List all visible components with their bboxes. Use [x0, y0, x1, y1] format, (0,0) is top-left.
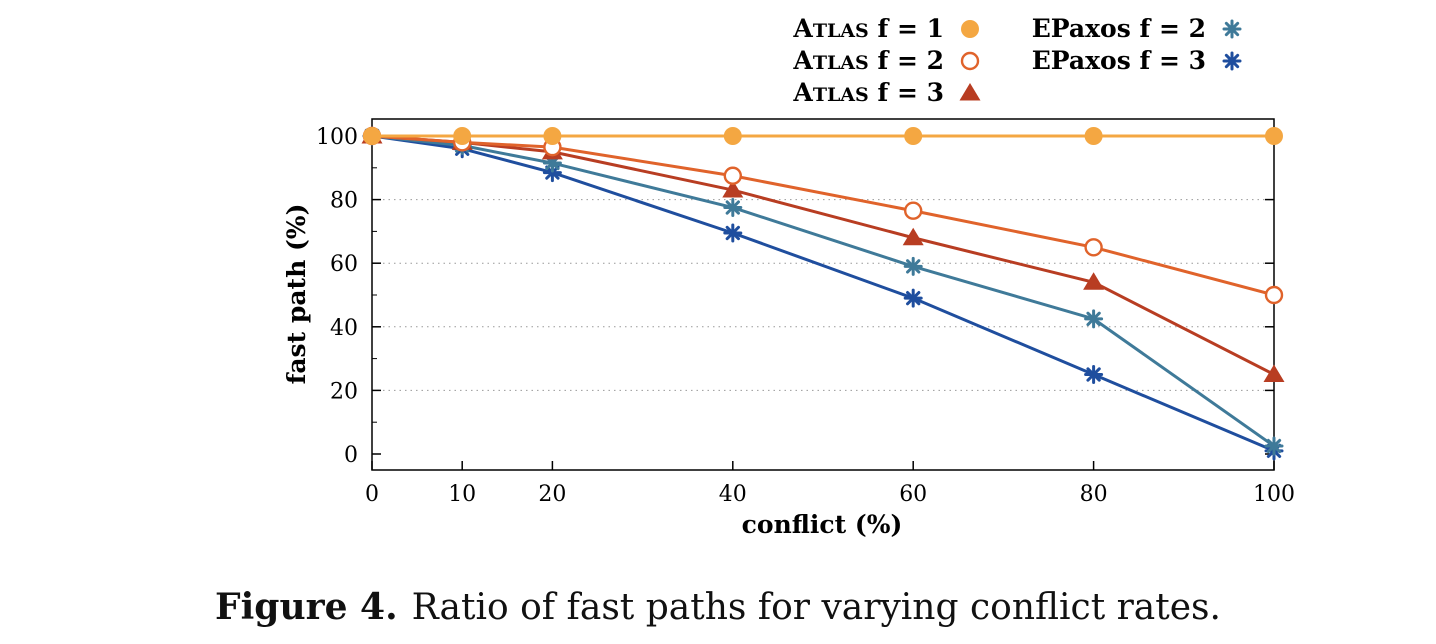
legend-label-2: ATLAS f = 3 [792, 78, 944, 107]
y-axis-ticks: 0 20 40 60 80 100 [316, 125, 1274, 468]
data-point-s2-x100 [1263, 364, 1285, 382]
legend-label-name-3: f = 2 [1131, 14, 1206, 43]
legend-marker-0 [961, 20, 979, 38]
data-point-s4-x40 [723, 223, 743, 243]
series-line-3 [371, 134, 1275, 448]
y-tick-label-80: 80 [330, 189, 358, 214]
data-point-s1-x80 [1084, 238, 1103, 257]
data-point-s3-x80 [1084, 309, 1104, 329]
legend-label-smallcaps-0: TLAS [813, 20, 869, 42]
series-line-2 [371, 134, 1275, 376]
caption-label: Figure 4. [215, 586, 398, 628]
data-point-s4-x80 [1084, 365, 1104, 384]
legend-label-prefix-4: EPaxos [1032, 46, 1131, 75]
y-tick-label-0: 0 [344, 443, 358, 468]
x-tick-label-0: 0 [365, 482, 379, 507]
data-point-s0-x100 [1265, 127, 1283, 145]
data-point-s1-x60 [904, 201, 923, 220]
data-point-s1-x100 [1264, 285, 1284, 305]
legend-label-1: ATLAS f = 2 [792, 46, 944, 75]
x-axis-label: conflict (%) [742, 510, 903, 539]
data-point-s3-x60 [903, 256, 923, 276]
legend-label-smallcaps-1: TLAS [813, 52, 869, 74]
legend-label-name-4: f = 3 [1131, 46, 1206, 75]
data-point-s0-x60 [904, 127, 923, 145]
legend-marker-2 [959, 83, 981, 101]
legend-label-prefix-1: A [792, 46, 813, 75]
legend-label-4: EPaxos f = 3 [1032, 46, 1206, 75]
x-tick-label-40: 40 [719, 482, 747, 507]
y-axis-label: fast path (%) [282, 204, 311, 385]
x-tick-label-10: 10 [448, 482, 476, 507]
data-point-s1-x40 [723, 166, 742, 185]
x-tick-label-100: 100 [1253, 482, 1295, 507]
x-tick-label-20: 20 [538, 482, 566, 507]
figure-caption: Figure 4. Ratio of fast paths for varying… [0, 586, 1436, 628]
x-axis-ticks: 0 10 20 40 60 80 100 [365, 461, 1295, 507]
series-layer [361, 126, 1285, 461]
y-tick-label-20: 20 [330, 379, 358, 404]
series-0 [363, 127, 1283, 145]
legend-label-prefix-0: A [792, 14, 813, 43]
data-point-s0-x20 [543, 127, 562, 145]
data-point-s2-x60 [902, 227, 924, 246]
series-line-4 [371, 134, 1275, 453]
legend-label-0: ATLAS f = 1 [792, 14, 944, 43]
data-point-s2-x80 [1083, 272, 1105, 290]
y-tick-label-40: 40 [330, 316, 358, 341]
legend-label-3: EPaxos f = 2 [1032, 14, 1206, 43]
data-point-s4-x60 [903, 288, 923, 308]
x-tick-label-60: 60 [899, 482, 927, 507]
data-point-s0-x80 [1084, 127, 1103, 145]
grid-lines [372, 199, 1274, 391]
legend-marker-1 [960, 51, 980, 71]
legend-label-name-0: f = 1 [869, 14, 944, 43]
legend-marker-3 [1222, 19, 1242, 39]
series-2 [361, 126, 1285, 382]
legend-label-name-1: f = 2 [869, 46, 944, 75]
series-4 [362, 126, 1284, 461]
x-tick-label-80: 80 [1080, 482, 1108, 507]
legend-label-name-2: f = 3 [869, 78, 944, 107]
data-point-s2-x40 [722, 180, 744, 198]
data-point-s0-x40 [723, 127, 742, 145]
data-point-s0-x10 [453, 127, 472, 145]
data-point-s3-x100 [1264, 436, 1284, 456]
legend-label-prefix-3: EPaxos [1032, 14, 1131, 43]
legend-label-smallcaps-2: TLAS [813, 84, 869, 106]
legend-marker-4 [1222, 51, 1242, 71]
caption-text: Ratio of fast paths for varying conflict… [411, 587, 1221, 628]
data-point-s0-x0 [363, 127, 381, 145]
y-tick-label-100: 100 [316, 125, 358, 150]
legend-label-prefix-2: A [792, 78, 813, 107]
series-3 [362, 126, 1284, 456]
plot-area-frame [371, 118, 1275, 471]
y-tick-label-60: 60 [330, 252, 358, 277]
data-point-s3-x40 [723, 198, 743, 218]
